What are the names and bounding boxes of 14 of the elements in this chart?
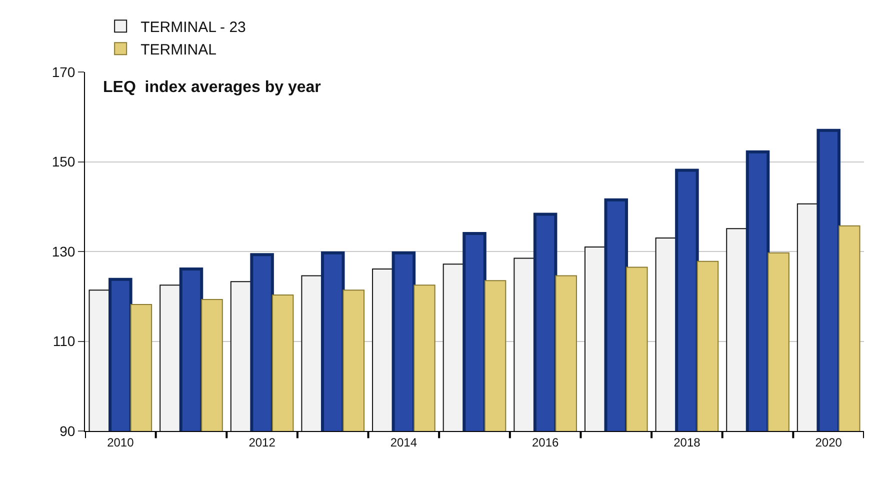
chart-title: LEQ index averages by year xyxy=(103,79,321,96)
legend-label: TERMINAL - 23 xyxy=(140,18,246,36)
y-tick-label: 130 xyxy=(52,243,76,260)
y-tick-label: 90 xyxy=(60,422,76,439)
x-tick-label: 2016 xyxy=(532,435,559,450)
x-tick-label: 2012 xyxy=(248,435,276,450)
y-tick-label: 110 xyxy=(52,333,76,350)
x-tick-label: 2014 xyxy=(390,435,418,450)
legend-label: TERMINAL xyxy=(140,41,216,58)
y-tick-label: 150 xyxy=(52,154,76,170)
x-tick-label: 2018 xyxy=(674,435,701,450)
x-tick-label: 2010 xyxy=(107,435,134,450)
y-tick-label: 170 xyxy=(52,64,76,80)
x-tick-label: 2020 xyxy=(815,435,842,450)
